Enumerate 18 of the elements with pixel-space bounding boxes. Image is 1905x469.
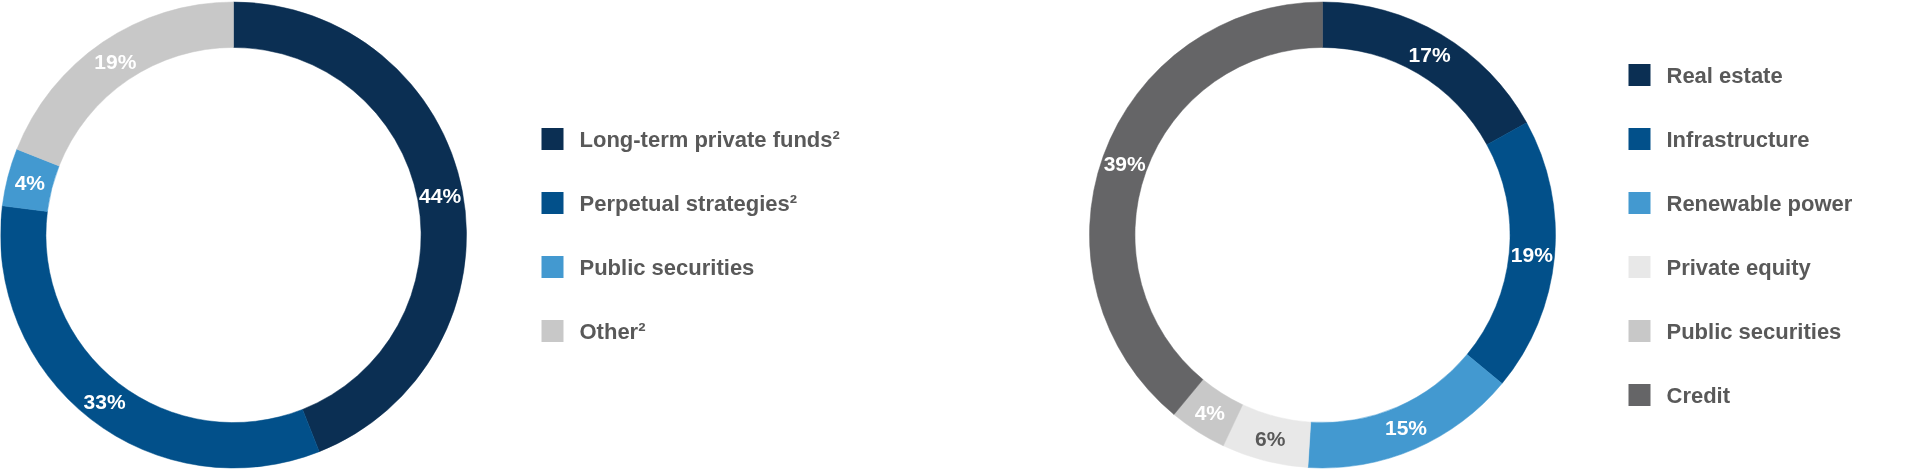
- legend-label: Other²: [579, 318, 646, 344]
- data-label: 44%: [419, 184, 462, 208]
- data-label: 17%: [1408, 42, 1451, 66]
- legend-label: Long-term private funds²: [579, 126, 840, 152]
- data-label: 15%: [1385, 416, 1428, 440]
- data-label: 33%: [83, 389, 126, 413]
- data-label: 4%: [14, 171, 46, 195]
- legend-label: Infrastructure: [1666, 126, 1810, 152]
- data-label: 39%: [1103, 152, 1146, 176]
- legend-label: Private equity: [1666, 254, 1812, 280]
- data-label: 6%: [1255, 427, 1286, 451]
- legend-label: Real estate: [1666, 62, 1783, 88]
- legend-label: Perpetual strategies²: [579, 190, 798, 216]
- legend-label: Renewable power: [1666, 190, 1853, 216]
- legend-label: Public securities: [1666, 318, 1842, 344]
- legend-label: Credit: [1666, 382, 1731, 408]
- legend-label: Public securities: [579, 254, 755, 280]
- data-label: 19%: [1510, 243, 1554, 267]
